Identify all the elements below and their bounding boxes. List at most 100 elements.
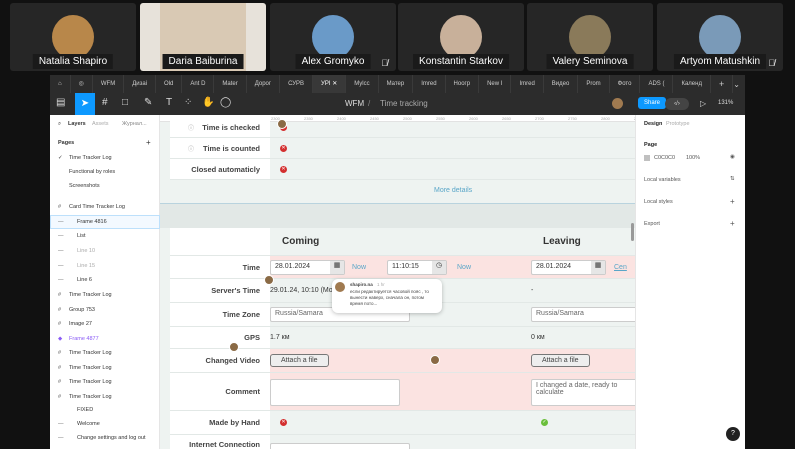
layer-item[interactable]: Time Tracker Log	[69, 365, 112, 371]
search-icon[interactable]: ⌕	[58, 121, 62, 127]
pen-tool-icon[interactable]: ✎	[144, 97, 153, 108]
chevron-down-icon[interactable]: ⌄	[733, 79, 740, 89]
collaborator-avatar[interactable]	[277, 119, 287, 129]
layer-item[interactable]: Time Tracker Log	[69, 350, 112, 356]
tab[interactable]: Календ	[673, 75, 711, 93]
tab[interactable]: Фото	[610, 75, 641, 93]
tab[interactable]: ADS (	[640, 75, 674, 93]
layer-item[interactable]: Group 753	[69, 307, 95, 313]
layer-item[interactable]: Frame 4816	[77, 219, 107, 225]
page-color-value[interactable]: C0C0C0	[654, 155, 676, 161]
tab[interactable]: Матер	[379, 75, 414, 93]
share-button[interactable]: Share	[638, 97, 667, 109]
participant-tile[interactable]: Natalia Shapiro	[10, 3, 136, 71]
more-details-link[interactable]: More details	[434, 187, 473, 194]
tab-assets[interactable]: Assets	[92, 121, 109, 127]
move-tool-icon[interactable]: ➤	[75, 93, 95, 115]
tab[interactable]: Mylcc	[346, 75, 379, 93]
internet-select[interactable]	[270, 443, 410, 449]
calendar-icon[interactable]: ▦	[591, 261, 605, 274]
local-styles[interactable]: Local styles	[644, 199, 673, 205]
date-input[interactable]: 28.01.2024 ▦	[270, 260, 345, 275]
layer-item[interactable]: Line 6	[77, 277, 92, 283]
avatar[interactable]	[612, 98, 623, 109]
add-page-icon[interactable]: +	[146, 138, 151, 147]
tab[interactable]: Ноогр	[446, 75, 480, 93]
layer-item[interactable]: List	[77, 233, 86, 239]
tab[interactable]: Old	[156, 75, 183, 93]
layer-item[interactable]: Card Time Tracker Log	[69, 204, 125, 210]
tab[interactable]: Prom	[578, 75, 610, 93]
page-item[interactable]: Time Tracker Log	[69, 155, 112, 161]
tab[interactable]: Дорог	[247, 75, 281, 93]
layer-item[interactable]: Line 15	[77, 263, 96, 269]
page-name[interactable]: Time tracking	[380, 99, 428, 108]
export[interactable]: Export	[644, 221, 660, 227]
new-tab-button[interactable]: +	[711, 75, 734, 93]
layer-item[interactable]: Image 27	[69, 321, 92, 327]
cancel-link[interactable]: Cen	[614, 264, 627, 271]
tab-design[interactable]: Design	[644, 121, 663, 127]
tab-journal[interactable]: Журнал...	[122, 121, 147, 127]
tab[interactable]: Ant D	[182, 75, 215, 93]
collaborator-avatar[interactable]	[264, 275, 274, 285]
variables-icon[interactable]: ⇅	[730, 176, 735, 182]
add-style-icon[interactable]: +	[730, 197, 735, 206]
comment-input[interactable]: I changed a date, ready to calculate	[531, 379, 641, 406]
date-input[interactable]: 11:10:15 ◷	[387, 260, 447, 275]
tab[interactable]: СУРВ	[280, 75, 314, 93]
shape-tool-icon[interactable]: □	[122, 97, 129, 108]
resources-icon[interactable]: ⁘	[184, 97, 193, 108]
help-button[interactable]: ?	[726, 427, 740, 441]
tab[interactable]: Видео	[544, 75, 579, 93]
frame-tool-icon[interactable]: #	[102, 97, 108, 108]
main-menu-icon[interactable]: ▤	[56, 97, 66, 108]
now-link[interactable]: Now	[352, 264, 367, 271]
page-opacity[interactable]: 100%	[686, 155, 701, 161]
layer-item[interactable]: Time Tracker Log	[69, 292, 112, 298]
date-input[interactable]: 28.01.2024 ▦	[531, 260, 606, 275]
attach-file-button[interactable]: Attach a file	[531, 354, 590, 367]
local-variables[interactable]: Local variables	[644, 177, 681, 183]
tab[interactable]: УРІ ✕	[313, 75, 347, 93]
tab[interactable]: Дизаі	[124, 75, 157, 93]
tab[interactable]: WFM	[93, 75, 125, 93]
tab[interactable]: New I	[479, 75, 512, 93]
canvas[interactable]: 2150220022502300235024002450250025502600…	[160, 115, 643, 449]
attach-file-button[interactable]: Attach a file	[270, 354, 329, 367]
scrollbar[interactable]	[631, 223, 634, 241]
layer-item[interactable]: Change settings and log out	[77, 435, 146, 441]
tab[interactable]: Imred	[413, 75, 446, 93]
layer-item[interactable]: Frame 4877	[69, 336, 99, 342]
comment-tool-icon[interactable]: ◯	[220, 97, 232, 108]
layer-item[interactable]: Welcome	[77, 421, 100, 427]
add-export-icon[interactable]: +	[730, 219, 735, 228]
layer-item[interactable]: Time Tracker Log	[69, 394, 112, 400]
participant-tile[interactable]: Valery Seminova	[527, 3, 653, 71]
hand-tool-icon[interactable]: ✋	[202, 97, 215, 108]
clock-icon[interactable]: ◷	[432, 261, 446, 274]
tab[interactable]: Mater	[214, 75, 247, 93]
participant-tile[interactable]: Daria Baiburina	[140, 3, 266, 71]
page-item[interactable]: Screenshots	[69, 183, 100, 189]
layer-item[interactable]: Time Tracker Log	[69, 379, 112, 385]
present-button[interactable]: ▷	[700, 99, 707, 108]
text-tool-icon[interactable]: T	[166, 97, 173, 108]
participant-tile[interactable]: Konstantin Starkov	[398, 3, 524, 71]
dev-mode-toggle[interactable]: ‹/›	[665, 98, 689, 110]
layer-item[interactable]: FIXED	[77, 407, 94, 413]
calendar-icon[interactable]: ▦	[330, 261, 344, 274]
now-link[interactable]: Now	[457, 264, 472, 271]
collaborator-avatar[interactable]	[430, 355, 440, 365]
tab-layers[interactable]: Layers	[68, 121, 86, 127]
tab[interactable]: Imred	[511, 75, 544, 93]
eye-icon[interactable]: ◉	[730, 154, 735, 160]
timezone-select[interactable]: Russia/Samara	[531, 307, 641, 322]
collaborator-avatar[interactable]	[229, 342, 239, 352]
project-name[interactable]: WFM	[345, 99, 365, 108]
globe-icon[interactable]: ◎	[71, 75, 93, 93]
participant-tile[interactable]: Alex Gromyko 🎙̸	[270, 3, 396, 71]
tab-prototype[interactable]: Prototype	[666, 121, 690, 127]
zoom-level[interactable]: 131%	[718, 100, 734, 106]
page-item[interactable]: Functional by roles	[69, 169, 116, 175]
